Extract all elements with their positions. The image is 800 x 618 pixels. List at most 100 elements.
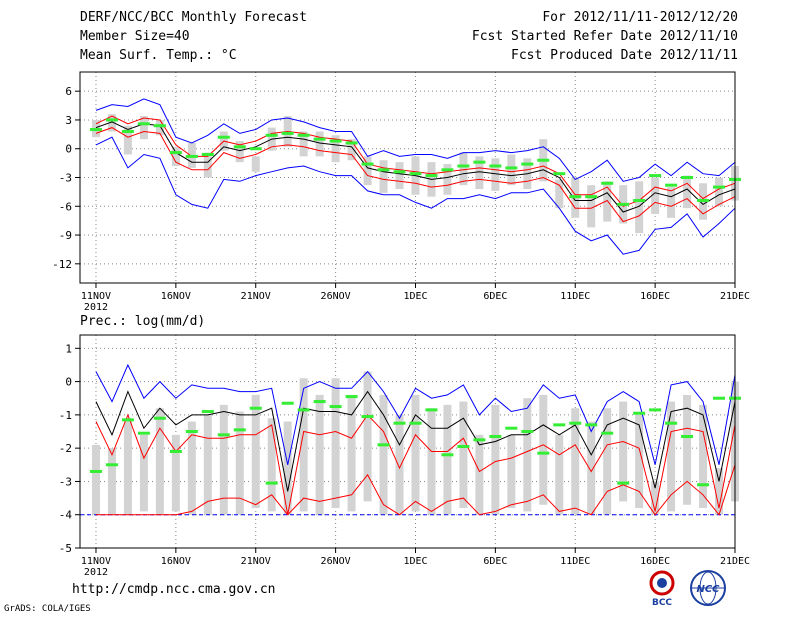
lower-band-line [96,464,736,516]
x-tick-label: 26NOV [321,556,351,567]
bcc-logo-text: BCC [652,598,672,608]
marker-dash [537,451,550,455]
y-tick-label: 1 [65,342,72,355]
marker-dash [201,152,214,156]
marker-dash [713,185,726,189]
ensemble-box [491,158,500,191]
ensemble-box [379,160,388,193]
marker-dash [329,139,342,143]
marker-dash [249,406,262,410]
marker-dash [281,131,294,135]
x-tick-label: 6DEC [483,291,507,302]
marker-dash [409,421,422,425]
variable-label: Mean Surf. Temp.: °C [80,48,237,63]
marker-dash [105,118,118,122]
ensemble-box [235,141,244,163]
marker-dash [457,444,470,448]
marker-dash [105,463,118,467]
marker-dash [585,195,598,199]
marker-dash [505,426,518,430]
marker-dash [617,481,630,485]
marker-dash [633,411,646,415]
ensemble-box [123,125,132,155]
y-tick-label: 0 [65,143,72,156]
ensemble-box [347,139,356,161]
marker-dash [505,166,518,170]
marker-dash [393,421,406,425]
marker-dash [265,133,278,137]
marker-dash [89,469,102,473]
marker-dash [313,137,326,141]
ensemble-box [315,131,324,157]
grads-credit: GrADS: COLA/IGES [4,604,91,614]
marker-dash [297,408,310,412]
x-tick-label: 11DEC [560,556,590,567]
marker-dash [409,172,422,176]
marker-dash [665,183,678,187]
ensemble-box [443,164,452,195]
marker-dash [377,443,390,447]
plot-frame [79,334,736,549]
y-tick-label: -6 [59,200,72,213]
ensemble-box [347,394,356,512]
marker-dash [345,395,358,399]
ensemble-box [171,434,180,512]
marker-dash [169,151,182,155]
marker-dash [473,438,486,442]
ensemble-box [219,404,228,515]
marker-dash [137,122,150,126]
marker-dash [233,428,246,432]
ensemble-box [555,179,564,209]
y-tick-label: -2 [59,442,72,455]
ensemble-box [507,154,516,186]
marker-dash [153,124,166,128]
marker-dash [265,481,278,485]
marker-dash [473,160,486,164]
marker-dash [137,431,150,435]
marker-dash [633,199,646,203]
forecast-started: Fcst Started Refer Date 2012/11/10 [471,29,738,44]
x-tick-label: 16DEC [640,291,670,302]
x-tick-label: 26NOV [321,291,351,302]
ensemble-box [539,394,548,505]
marker-dash [457,164,470,168]
marker-dash [601,431,614,435]
marker-dash [153,416,166,420]
marker-dash [313,400,326,404]
x-tick-sublabel: 2012 [84,302,108,313]
max-line [95,98,736,182]
ensemble-box [587,421,596,515]
ensemble-box [635,414,644,509]
ensemble-box [651,481,660,515]
marker-dash [121,418,134,422]
x-tick-label: 16DEC [640,556,670,567]
chart-title: DERF/NCC/BCC Monthly Forecast [80,10,307,25]
y-tick-label: -1 [59,409,72,422]
x-tick-label: 11NOV [81,291,111,302]
y-tick-label: 3 [65,114,72,127]
marker-dash [537,158,550,162]
source-url[interactable]: http://cmdp.ncc.cma.gov.cn [72,582,276,597]
marker-dash [569,421,582,425]
precip-panel-title: Prec.: log(mm/d) [80,314,205,329]
ensemble-box [683,175,692,209]
ensemble-box [523,398,532,512]
ensemble-box [587,185,596,228]
marker-dash [281,401,294,405]
ensemble-box [203,152,212,178]
marker-dash [233,145,246,149]
marker-dash [361,415,374,419]
marker-dash [553,172,566,176]
ensemble-box [251,156,260,172]
marker-dash [665,421,678,425]
min-line [95,136,736,255]
x-tick-label: 11DEC [560,291,590,302]
x-tick-label: 21DEC [720,556,750,567]
marker-dash [713,396,726,400]
ensemble-box [459,152,468,186]
ensemble-box [107,114,116,132]
marker-dash [617,202,630,206]
ensemble-box [443,404,452,515]
